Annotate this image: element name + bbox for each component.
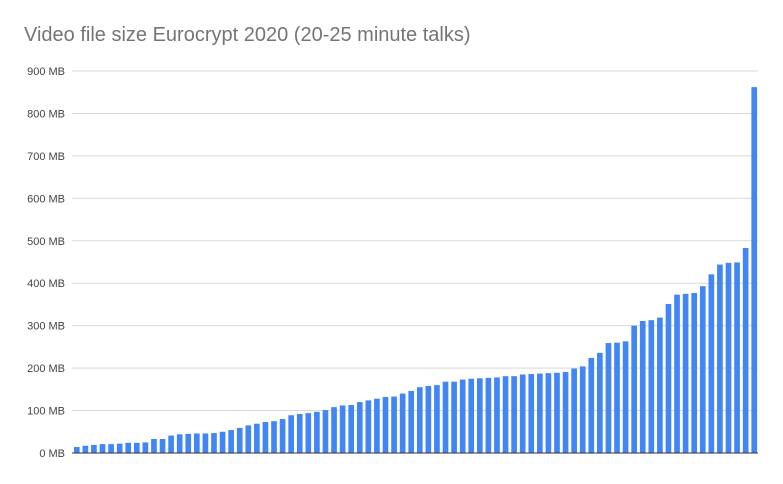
bar (322, 410, 329, 453)
bar (236, 427, 243, 453)
bar (614, 342, 620, 453)
bar (271, 421, 277, 453)
bar (339, 405, 346, 453)
bar (73, 447, 80, 453)
bar (425, 385, 432, 453)
bar (528, 374, 535, 453)
bar (725, 262, 732, 453)
bar (185, 433, 192, 453)
bar (254, 423, 260, 453)
bar (631, 325, 637, 453)
bar (639, 321, 646, 453)
bar (665, 304, 672, 453)
bar (451, 381, 457, 453)
bar (408, 391, 415, 453)
bar (579, 366, 586, 453)
bar (176, 434, 183, 453)
bar (494, 377, 500, 453)
bar (554, 372, 560, 453)
bar (82, 445, 89, 453)
bar (476, 378, 483, 453)
bar (125, 442, 132, 453)
bar (519, 374, 526, 453)
bar (416, 387, 423, 453)
y-tick-label: 200 MB (27, 363, 65, 375)
bar (674, 294, 680, 453)
bar (459, 379, 466, 453)
y-tick-label: 600 MB (27, 193, 65, 205)
bar (99, 444, 106, 453)
bar (331, 407, 337, 453)
bar (168, 435, 174, 453)
bar (399, 393, 406, 453)
y-tick-label: 800 MB (27, 108, 65, 120)
bar (502, 376, 509, 453)
bar (717, 264, 723, 453)
bar (682, 293, 689, 453)
y-tick-label: 900 MB (27, 66, 65, 78)
bar (434, 385, 440, 453)
bar (374, 398, 380, 453)
bar (305, 413, 312, 453)
bar (571, 368, 577, 453)
bar (348, 405, 355, 453)
bar (597, 352, 603, 453)
bar (116, 443, 123, 453)
bar (245, 425, 252, 453)
bar (262, 422, 269, 453)
bar (511, 376, 517, 453)
bar (142, 442, 149, 453)
bar (562, 371, 569, 453)
y-tick-label: 0 MB (39, 448, 65, 460)
bar (708, 274, 715, 453)
gridlines (72, 70, 758, 412)
y-tick-label: 300 MB (27, 321, 65, 333)
bar (151, 438, 157, 453)
bar (537, 373, 543, 453)
bar (699, 286, 706, 453)
bar (391, 396, 397, 453)
bar (545, 373, 552, 453)
bar (468, 378, 475, 453)
bar (657, 317, 663, 453)
bar (691, 292, 698, 453)
bar (648, 320, 655, 453)
bar (356, 402, 363, 453)
bar (314, 411, 320, 453)
bar (91, 444, 97, 453)
bar (202, 433, 209, 453)
bar (485, 377, 492, 453)
bar (288, 415, 294, 453)
bar (742, 247, 749, 453)
bar (228, 430, 234, 453)
bar (279, 419, 286, 453)
bar (108, 444, 114, 453)
bar (296, 413, 303, 453)
chart-title: Video file size Eurocrypt 2020 (20-25 mi… (24, 24, 471, 46)
bar (211, 433, 217, 453)
bar (734, 262, 740, 453)
bar (159, 438, 166, 453)
bar (588, 357, 595, 453)
bar (219, 431, 226, 453)
bar (365, 400, 372, 453)
bar (442, 381, 449, 453)
y-tick-label: 400 MB (27, 278, 65, 290)
bar (382, 396, 389, 453)
y-axis-tick-labels: 0 MB 100 MB 200 MB 300 MB 400 MB 500 MB 600 MB… (27, 66, 65, 460)
bar (751, 87, 758, 453)
bar (622, 341, 629, 453)
bar (133, 442, 140, 453)
bar (194, 433, 200, 453)
y-tick-label: 700 MB (27, 151, 65, 163)
bars (73, 87, 758, 453)
y-tick-label: 100 MB (27, 406, 65, 418)
y-tick-label: 500 MB (27, 236, 65, 248)
bar (605, 343, 612, 453)
